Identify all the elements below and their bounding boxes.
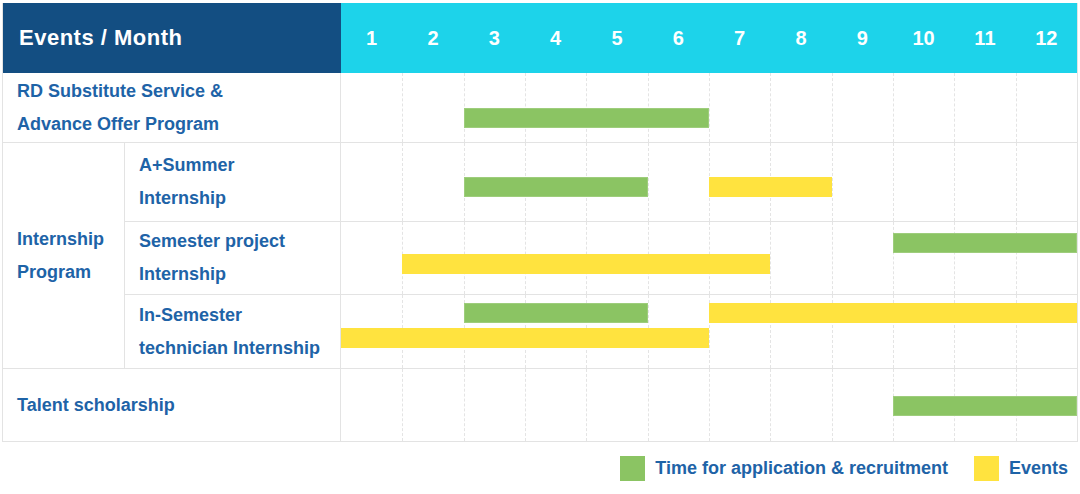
month-header-cell: 1 — [341, 3, 402, 73]
legend-label-events: Events — [1009, 458, 1068, 479]
row-label-rd-substitute: RD Substitute Service & Advance Offer Pr… — [3, 73, 341, 142]
month-header-cell: 12 — [1016, 3, 1077, 73]
chart-cell-rd-substitute — [341, 73, 1077, 142]
legend: Time for application & recruitment Event… — [620, 452, 1068, 484]
month-gridline — [832, 222, 833, 294]
month-gridline — [402, 143, 403, 221]
application-bar — [464, 177, 648, 197]
month-gridline — [893, 143, 894, 221]
events-bar — [709, 303, 1077, 323]
application-bar — [893, 233, 1077, 253]
month-header-cell: 9 — [832, 3, 893, 73]
month-header-cell: 11 — [954, 3, 1015, 73]
month-gridline — [525, 369, 526, 441]
month-header-cell: 10 — [893, 3, 954, 73]
month-gridline — [709, 369, 710, 441]
gantt-table: Events / Month 123456789101112 RD Substi… — [2, 3, 1078, 442]
row-talent-scholarship: Talent scholarship — [3, 369, 1077, 441]
month-gridline — [770, 222, 771, 294]
internship-program-group: Internship Program A+Summer Internship S… — [3, 143, 1077, 369]
row-label-in-semester-technician: In-Semester technician Internship — [125, 295, 341, 368]
month-gridline — [832, 73, 833, 142]
month-gridline — [402, 73, 403, 142]
application-bar — [464, 303, 648, 323]
month-gridline — [709, 73, 710, 142]
month-gridline — [1016, 143, 1017, 221]
month-gridline — [954, 143, 955, 221]
recruitment-schedule-chart: Events / Month 123456789101112 RD Substi… — [0, 0, 1080, 494]
row-a-plus-summer: A+Summer Internship — [125, 143, 1077, 222]
chart-cell-semester-project — [341, 222, 1077, 294]
row-in-semester-technician: In-Semester technician Internship — [125, 295, 1077, 368]
month-gridline — [464, 369, 465, 441]
month-header-cell: 2 — [402, 3, 463, 73]
month-header-cell: 3 — [464, 3, 525, 73]
events-bar — [709, 177, 832, 197]
group-label-internship-program: Internship Program — [3, 143, 125, 368]
application-bar — [893, 396, 1077, 416]
month-header-cell: 5 — [586, 3, 647, 73]
month-gridline — [402, 369, 403, 441]
header-row: Events / Month 123456789101112 — [3, 3, 1077, 73]
application-bar — [464, 108, 709, 128]
row-label-talent-scholarship: Talent scholarship — [3, 369, 341, 441]
application-swatch-icon — [620, 456, 645, 481]
events-bar — [341, 328, 709, 348]
events-swatch-icon — [974, 456, 999, 481]
row-rd-substitute: RD Substitute Service & Advance Offer Pr… — [3, 73, 1077, 143]
month-gridline — [832, 143, 833, 221]
month-gridline — [586, 369, 587, 441]
month-header-cell: 4 — [525, 3, 586, 73]
month-gridline — [893, 73, 894, 142]
month-gridline — [770, 369, 771, 441]
month-gridline — [954, 73, 955, 142]
month-header-cell: 7 — [709, 3, 770, 73]
month-gridline — [832, 369, 833, 441]
month-gridline — [648, 143, 649, 221]
month-gridline — [770, 73, 771, 142]
chart-cell-in-semester-technician — [341, 295, 1077, 368]
month-gridline — [1016, 73, 1017, 142]
month-header-strip: 123456789101112 — [341, 3, 1077, 73]
legend-label-application: Time for application & recruitment — [655, 458, 948, 479]
legend-item-application: Time for application & recruitment — [620, 456, 948, 481]
row-label-a-plus-summer: A+Summer Internship — [125, 143, 341, 221]
row-label-semester-project: Semester project Internship — [125, 222, 341, 294]
month-header-cell: 6 — [648, 3, 709, 73]
internship-sub-rows: A+Summer Internship Semester project Int… — [125, 143, 1077, 368]
events-bar — [402, 254, 770, 274]
chart-cell-talent-scholarship — [341, 369, 1077, 441]
month-header-cell: 8 — [770, 3, 831, 73]
month-gridline — [648, 369, 649, 441]
row-semester-project: Semester project Internship — [125, 222, 1077, 295]
chart-cell-a-plus-summer — [341, 143, 1077, 221]
legend-item-events: Events — [974, 456, 1068, 481]
events-month-header: Events / Month — [3, 3, 341, 73]
